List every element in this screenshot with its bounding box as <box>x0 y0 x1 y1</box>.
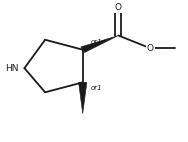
Polygon shape <box>81 36 118 52</box>
Text: O: O <box>115 3 122 12</box>
Polygon shape <box>79 82 87 114</box>
Text: or1: or1 <box>90 85 102 91</box>
Text: O: O <box>147 44 154 53</box>
Text: HN: HN <box>5 64 19 73</box>
Text: or1: or1 <box>90 39 102 45</box>
